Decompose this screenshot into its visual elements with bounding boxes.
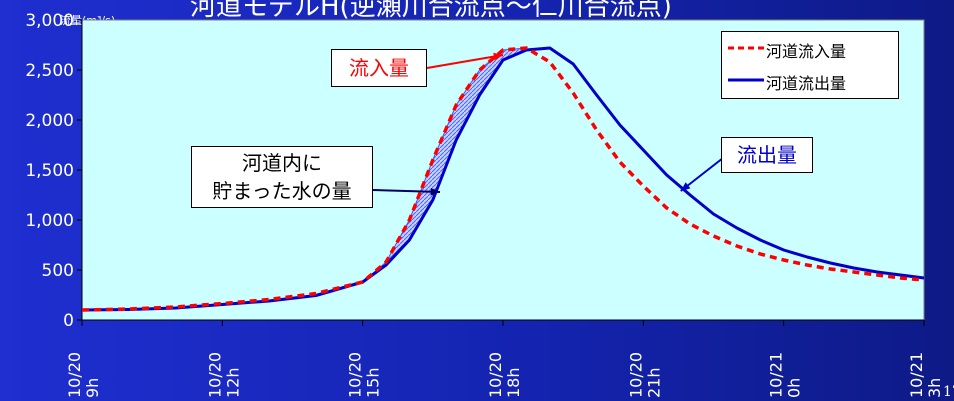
legend-label-inflow: 河道流入量: [766, 42, 847, 61]
x-tick-date: 10/20: [626, 352, 645, 398]
x-tick-date: 10/20: [486, 352, 505, 398]
x-tick-label: 10/20 21h: [626, 352, 663, 398]
x-tick-time: 9h: [83, 378, 102, 398]
series-line-inflow: [81, 46, 925, 312]
x-tick-label: 10/20 12h: [205, 352, 242, 398]
x-tick-time: 12h: [223, 368, 242, 399]
x-tick-time: 0h: [785, 378, 804, 398]
callout-storage: 河道内に 貯まった水の量: [191, 146, 373, 208]
slide-title: 河道モデルH(逆瀬川合流点～仁川合流点): [190, 0, 672, 22]
legend-label-outflow: 河道流出量: [766, 74, 847, 93]
x-tick-date: 10/21: [907, 352, 926, 398]
y-tick-label: 0: [63, 311, 74, 331]
x-tick-time: 18h: [504, 368, 523, 399]
x-tick-time: 3h: [925, 378, 944, 398]
x-tick-time: 21h: [644, 368, 663, 399]
callout-arrow-outflow-head: [680, 182, 691, 191]
legend-item-outflow: 河道流出量: [722, 66, 900, 96]
x-tick-label: 10/21 3h: [907, 352, 944, 398]
legend: 河道流入量 河道流出量: [721, 31, 899, 99]
y-tick-label: 1,000: [25, 211, 74, 231]
callout-storage-line-2: 貯まった水の量: [212, 179, 352, 203]
page-number: 17: [943, 384, 954, 400]
x-tick-date: 10/20: [205, 352, 224, 398]
callout-arrow-storage-head: [430, 187, 440, 196]
callout-arrow-storage: [372, 189, 441, 193]
callout-arrow-inflow-head: [493, 52, 503, 61]
callout-arrow-inflow: [426, 54, 504, 69]
y-tick-label: 500: [42, 261, 74, 281]
callout-outflow: 流出量: [721, 137, 813, 173]
y-tick-label: 2,500: [25, 61, 74, 81]
x-tick-label: 10/20 9h: [65, 352, 102, 398]
legend-swatch-outflow: [728, 78, 764, 82]
y-tick-label: 2,000: [25, 111, 74, 131]
callout-inflow: 流入量: [331, 49, 427, 87]
callout-storage-line-1: 河道内に: [242, 151, 322, 175]
x-tick-date: 10/20: [346, 352, 365, 398]
x-tick-label: 10/21 0h: [767, 352, 804, 398]
x-tick-label: 10/20 15h: [346, 352, 383, 398]
x-tick-time: 15h: [364, 368, 383, 399]
x-tick-label: 10/20 18h: [486, 352, 523, 398]
legend-swatch-inflow: [728, 46, 764, 50]
x-tick-date: 10/21: [767, 352, 786, 398]
x-tick-date: 10/20: [65, 352, 84, 398]
series-line-outflow: [81, 46, 925, 312]
y-tick-label: 3,000: [25, 11, 74, 31]
legend-item-inflow: 河道流入量: [722, 34, 900, 64]
y-tick-label: 1,500: [25, 161, 74, 181]
